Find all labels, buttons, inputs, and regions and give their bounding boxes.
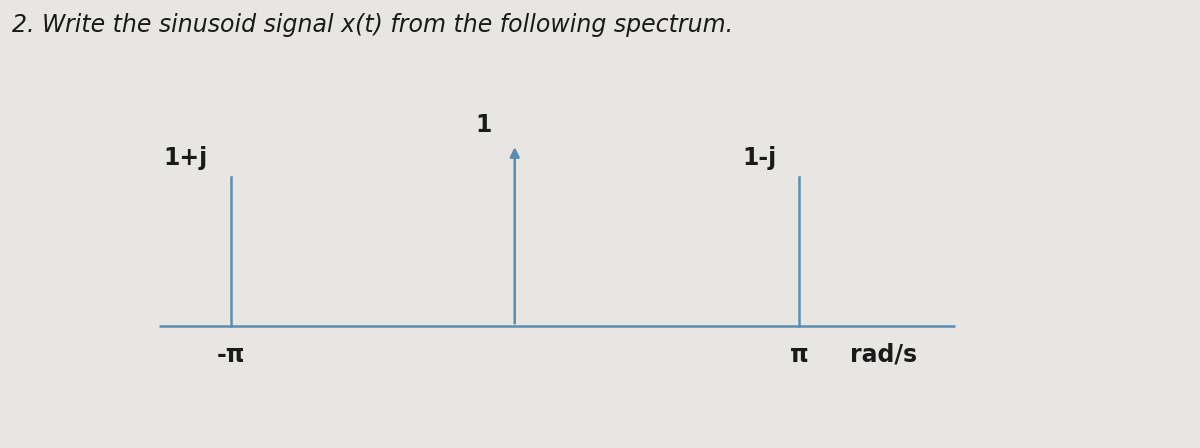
Text: 2. Write the sinusoid signal x(t) from the following spectrum.: 2. Write the sinusoid signal x(t) from t… <box>12 13 733 38</box>
Text: 1+j: 1+j <box>163 146 208 170</box>
Text: 1-j: 1-j <box>742 146 776 170</box>
Text: π: π <box>790 343 809 366</box>
Text: -π: -π <box>216 343 245 366</box>
Text: 1: 1 <box>475 113 492 137</box>
Text: rad/s: rad/s <box>850 343 917 366</box>
